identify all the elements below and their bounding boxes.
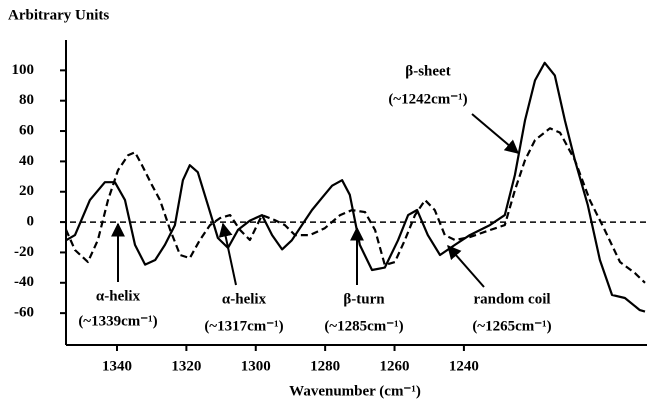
y-tick-label: -40 [14,274,34,290]
y-tick-label: 60 [19,122,34,138]
x-tick-label: 1340 [102,358,132,374]
data-line [65,61,646,313]
y-tick-label: 0 [27,214,35,230]
annotation-detail: (~1265cm⁻¹) [472,318,551,334]
annotation-label: β-turn [343,291,385,307]
x-axis-label: Wavenumber (cm⁻¹) [289,383,421,399]
y-tick-label: 100 [12,62,35,78]
y-tick-label: 40 [19,153,34,169]
y-tick-label: -60 [14,305,34,321]
arrow [471,113,520,154]
x-tick-label: 1320 [171,358,201,374]
annotation-detail: (~1339cm⁻¹) [78,313,157,329]
x-tick-label: 1260 [380,358,410,374]
annotations: β-sheet (~1242cm⁻¹) α-helix (~1339cm⁻¹) … [78,63,551,334]
annotation-detail: (~1285cm⁻¹) [324,318,403,334]
x-tick-label: 1240 [449,358,479,374]
x-tick-label: 1280 [310,358,340,374]
x-tick-label: 1300 [241,358,271,374]
data-line [64,127,646,284]
annotation-label: β-sheet [405,63,450,79]
arrows [111,113,520,288]
chart-title: Arbitrary Units [8,7,109,23]
arrow [447,244,485,288]
annotation-label: α-helix [96,288,141,304]
y-tick-label: 80 [19,92,34,108]
annotation-label: α-helix [222,291,267,307]
y-tick-label: -20 [14,244,34,260]
annotation-label: random coil [473,291,550,307]
y-tick-label: 20 [19,183,34,199]
annotation-detail: (~1317cm⁻¹) [204,318,283,334]
annotation-detail: (~1242cm⁻¹) [388,91,467,107]
arrow [218,222,237,286]
